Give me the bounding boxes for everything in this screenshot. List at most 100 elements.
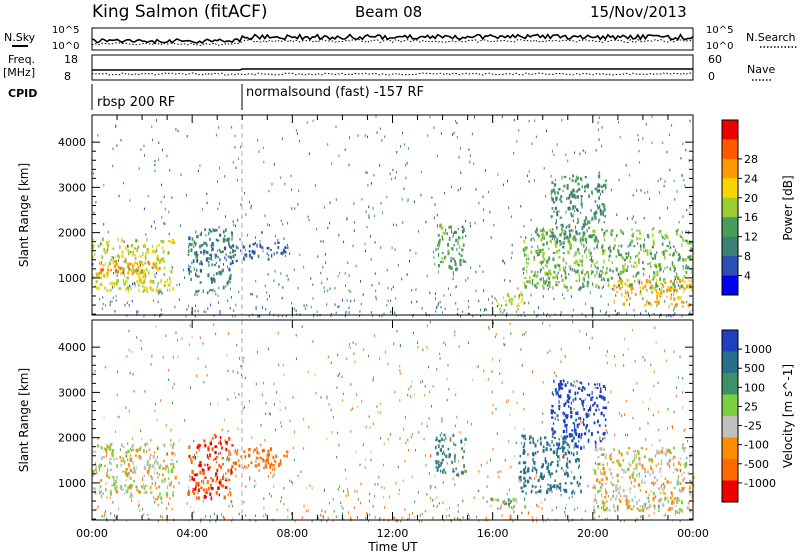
scatter-cell: [606, 266, 608, 271]
scatter-cell: [647, 506, 649, 509]
scatter-cell: [461, 471, 464, 475]
scatter-cell: [615, 485, 618, 490]
scatter-cell: [664, 496, 667, 500]
scatter-cell: [543, 237, 545, 240]
scatter-cell: [284, 182, 286, 186]
scatter-cell: [633, 505, 635, 508]
scatter-cell: [531, 516, 533, 519]
scatter-cell: [502, 500, 504, 504]
scatter-cell: [551, 485, 554, 488]
scatter-cell: [533, 460, 536, 465]
scatter-cell: [649, 197, 650, 201]
scatter-cell: [635, 465, 638, 468]
scatter-cell: [561, 175, 563, 180]
scatter-cell: [525, 331, 527, 334]
scatter-cell: [604, 179, 607, 182]
scatter-cell: [136, 269, 139, 272]
scatter-cell: [636, 271, 639, 275]
scatter-cell: [576, 391, 579, 395]
scatter-cell: [565, 236, 568, 240]
scatter-cell: [554, 479, 556, 482]
scatter-cell: [133, 247, 135, 250]
scatter-cell: [414, 516, 416, 519]
scatter-cell: [168, 284, 171, 287]
scatter-cell: [124, 471, 127, 476]
scatter-cell: [344, 314, 346, 318]
scatter-cell: [154, 169, 156, 173]
scatter-cell: [571, 190, 574, 194]
scatter-cell: [219, 479, 222, 482]
scatter-cell: [569, 396, 571, 400]
scatter-cell: [150, 475, 152, 478]
scatter-cell: [231, 504, 233, 508]
scatter-cell: [514, 517, 516, 521]
scatter-cell: [298, 189, 300, 193]
scatter-cell: [689, 240, 691, 245]
scatter-cell: [206, 243, 208, 247]
scatter-cell: [144, 277, 146, 282]
scatter-cell: [177, 129, 179, 133]
scatter-cell: [103, 416, 105, 420]
scatter-cell: [344, 468, 346, 472]
scatter-cell: [136, 486, 138, 489]
scatter-cell: [566, 225, 568, 228]
scatter-cell: [578, 286, 581, 291]
scatter-cell: [641, 281, 643, 285]
scatter-cell: [659, 439, 661, 442]
power-scatter: [92, 115, 694, 318]
scatter-cell: [215, 133, 217, 137]
scatter-cell: [465, 234, 467, 237]
scatter-cell: [457, 227, 459, 230]
scatter-cell: [561, 223, 564, 226]
scatter-cell: [558, 405, 561, 408]
scatter-cell: [225, 448, 228, 451]
scatter-cell: [592, 229, 595, 233]
scatter-cell: [321, 281, 323, 285]
scatter-cell: [684, 465, 687, 469]
scatter-cell: [228, 243, 231, 247]
scatter-cell: [579, 232, 581, 236]
scatter-cell: [564, 401, 567, 406]
scatter-cell: [144, 261, 146, 265]
scatter-cell: [181, 337, 183, 340]
scatter-cell: [118, 194, 120, 198]
scatter-cell: [442, 468, 445, 472]
scatter-cell: [628, 283, 632, 288]
scatter-cell: [606, 278, 609, 282]
scatter-cell: [535, 228, 538, 232]
scatter-cell: [143, 207, 145, 211]
scatter-cell: [164, 284, 166, 287]
scatter-cell: [143, 144, 145, 148]
scatter-cell: [195, 268, 198, 272]
scatter-cell: [594, 214, 596, 218]
scatter-cell: [562, 293, 564, 296]
scatter-cell: [675, 275, 678, 279]
scatter-cell: [548, 471, 551, 476]
scatter-cell: [301, 325, 303, 328]
scatter-cell: [111, 449, 115, 453]
scatter-cell: [238, 290, 240, 294]
scatter-cell: [213, 274, 215, 277]
scatter-cell: [562, 441, 565, 445]
scatter-cell: [611, 476, 614, 479]
scatter-cell: [223, 246, 227, 251]
scatter-cell: [542, 412, 544, 415]
scatter-cell: [538, 234, 540, 238]
scatter-cell: [574, 491, 576, 495]
scatter-cell: [249, 478, 251, 481]
scatter-cell: [619, 276, 621, 279]
scatter-cell: [161, 257, 164, 261]
scatter-cell: [119, 266, 122, 270]
scatter-cell: [441, 470, 444, 474]
scatter-cell: [99, 283, 101, 286]
scatter-cell: [154, 275, 157, 279]
scatter-cell: [218, 301, 219, 304]
scatter-cell: [471, 132, 473, 136]
scatter-cell: [368, 214, 370, 217]
scatter-cell: [478, 519, 480, 522]
scatter-cell: [691, 200, 693, 203]
scatter-cell: [533, 255, 535, 259]
scatter-cell: [113, 519, 115, 523]
scatter-cell: [594, 461, 596, 465]
